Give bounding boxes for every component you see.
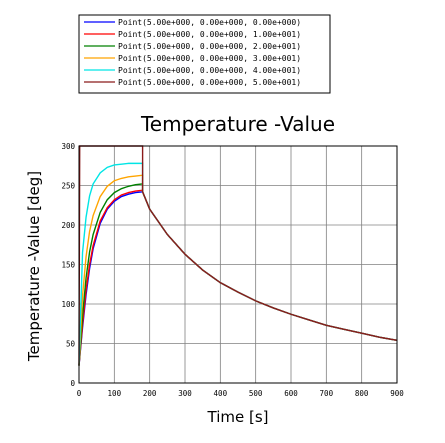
x-tick-label: 600 (284, 389, 298, 398)
x-tick-label: 400 (214, 389, 228, 398)
legend-label: Point(5.00e+000, 0.00e+000, 4.00e+001) (118, 66, 301, 75)
plot-area (78, 145, 398, 384)
y-tick-labels: 0 50 100 150 200 250 300 (61, 142, 75, 388)
x-axis-title: Time [s] (207, 408, 269, 426)
grid-lines (79, 146, 397, 383)
x-tick-label: 700 (320, 389, 334, 398)
x-tick-label: 500 (249, 389, 263, 398)
legend-label: Point(5.00e+000, 0.00e+000, 5.00e+001) (118, 78, 301, 87)
y-tick-label: 100 (61, 300, 75, 309)
legend-label: Point(5.00e+000, 0.00e+000, 0.00e+000) (118, 18, 301, 27)
x-tick-label: 300 (178, 389, 192, 398)
x-tick-label: 200 (143, 389, 157, 398)
legend-frame (78, 14, 331, 94)
y-tick-label: 200 (61, 221, 75, 230)
legend-label: Point(5.00e+000, 0.00e+000, 3.00e+001) (118, 54, 301, 63)
x-tick-label: 100 (108, 389, 122, 398)
y-tick-label: 0 (70, 379, 75, 388)
x-tick-label: 0 (77, 389, 82, 398)
series-line-6 (78, 145, 398, 366)
x-tick-labels: 0 100 200 300 400 500 600 700 800 900 (77, 389, 405, 398)
legend-label: Point(5.00e+000, 0.00e+000, 1.00e+001) (118, 30, 301, 39)
series-lines (78, 145, 398, 366)
y-tick-label: 300 (61, 142, 75, 151)
legend: Point(5.00e+000, 0.00e+000, 0.00e+000) Po… (78, 14, 331, 94)
x-tick-label: 900 (390, 389, 404, 398)
legend-label: Point(5.00e+000, 0.00e+000, 2.00e+001) (118, 42, 301, 51)
y-tick-label: 50 (66, 340, 76, 349)
y-tick-label: 250 (61, 182, 75, 191)
plot-frame (78, 145, 398, 384)
chart-title: Temperature -Value (140, 112, 335, 136)
y-tick-label: 150 (61, 261, 75, 270)
x-tick-label: 800 (355, 389, 369, 398)
y-axis-title: Temperature -Value [deg] (25, 171, 43, 362)
legend-items: Point(5.00e+000, 0.00e+000, 0.00e+000) Po… (84, 18, 301, 87)
